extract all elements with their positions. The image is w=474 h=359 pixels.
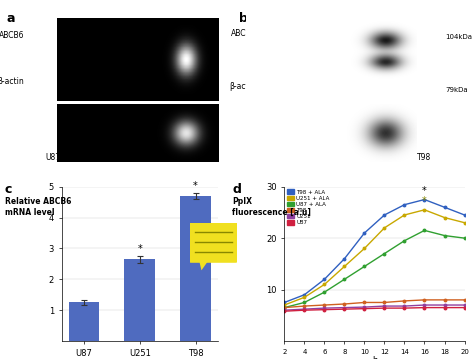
U87 [442,306,447,310]
U87 + ALA [401,238,407,243]
T98 [362,300,367,304]
Text: PpIX
fluorescence [a.u]: PpIX fluorescence [a.u] [232,197,311,217]
Text: 79kDa: 79kDa [446,87,468,93]
Bar [180,196,211,341]
U87 + ALA [422,228,428,233]
Bar [69,302,100,341]
U87 + ALA [342,277,347,281]
T98 + ALA [342,257,347,261]
U251 + ALA [442,215,447,220]
U87 + ALA [442,233,447,238]
T98 [321,303,327,307]
T98 + ALA [321,277,327,281]
Text: c: c [5,183,12,196]
T98 + ALA [462,213,467,217]
U251 + ALA [342,264,347,269]
T98 [382,300,387,304]
U87 [362,307,367,311]
U87 [401,306,407,310]
Text: Relative ABCB6
mRNA level: Relative ABCB6 mRNA level [5,197,71,217]
T98 + ALA [382,213,387,217]
T98 [401,299,407,303]
Line: U251: U251 [283,304,466,311]
U87 [301,308,307,312]
Line: U251 + ALA: U251 + ALA [283,209,466,306]
T98 + ALA [301,293,307,297]
Text: β-actin: β-actin [0,77,24,86]
U251 + ALA [382,226,387,230]
U87 + ALA [362,264,367,269]
U87 [422,306,428,310]
U87 [462,306,467,310]
T98 [282,306,287,310]
U251 + ALA [422,208,428,212]
Text: *: * [422,186,427,196]
Text: b: b [239,12,248,25]
U87 + ALA [462,236,467,240]
Text: U87: U87 [45,153,60,162]
Text: a: a [7,12,16,25]
U251 + ALA [462,220,467,225]
U87 [282,309,287,313]
Text: *: * [422,196,427,206]
T98 + ALA [362,231,367,235]
U251 + ALA [301,295,307,299]
Bar [125,259,155,341]
Text: T98: T98 [128,153,143,162]
T98 [442,298,447,302]
X-axis label: h: h [372,356,377,359]
U251 [301,307,307,311]
Text: ABCB6: ABCB6 [230,29,256,38]
U251 + ALA [401,213,407,217]
Polygon shape [199,260,209,270]
Line: T98: T98 [283,299,466,309]
U87 [342,307,347,311]
Text: T98: T98 [417,153,431,162]
U87 + ALA [321,290,327,294]
U251 [462,303,467,307]
U251 + ALA [321,282,327,286]
U87 + ALA [282,306,287,310]
U251 [282,308,287,312]
Line: U87 + ALA: U87 + ALA [283,229,466,309]
Text: U251: U251 [346,153,365,162]
T98 + ALA [282,300,287,304]
U87 + ALA [301,300,307,304]
U87 [321,308,327,312]
Text: U251: U251 [84,153,104,162]
FancyBboxPatch shape [189,223,238,263]
Text: *: * [137,244,142,254]
Text: U87: U87 [282,153,297,162]
Line: U87: U87 [283,306,466,312]
Line: T98 + ALA: T98 + ALA [283,198,466,304]
Text: d: d [232,183,241,196]
U87 + ALA [382,251,387,256]
U251 + ALA [282,303,287,307]
Text: 104kDa: 104kDa [446,34,473,40]
U251 [422,303,428,307]
T98 + ALA [422,197,428,202]
U251 [442,303,447,307]
T98 [301,304,307,308]
T98 [462,298,467,302]
Text: *: * [193,181,198,191]
U251 [382,304,387,308]
Legend: T98 + ALA, U251 + ALA, U87 + ALA, T98, U251, U87: T98 + ALA, U251 + ALA, U87 + ALA, T98, U… [287,190,329,225]
U251 [362,305,367,309]
U251 [321,306,327,310]
U251 [401,304,407,308]
T98 + ALA [442,205,447,209]
T98 [342,302,347,306]
U251 + ALA [362,246,367,251]
Text: β-actin: β-actin [229,82,256,91]
T98 + ALA [401,202,407,207]
Text: ABCB6: ABCB6 [0,31,24,40]
U251 [342,306,347,310]
U87 [382,306,387,310]
T98 [422,298,428,302]
